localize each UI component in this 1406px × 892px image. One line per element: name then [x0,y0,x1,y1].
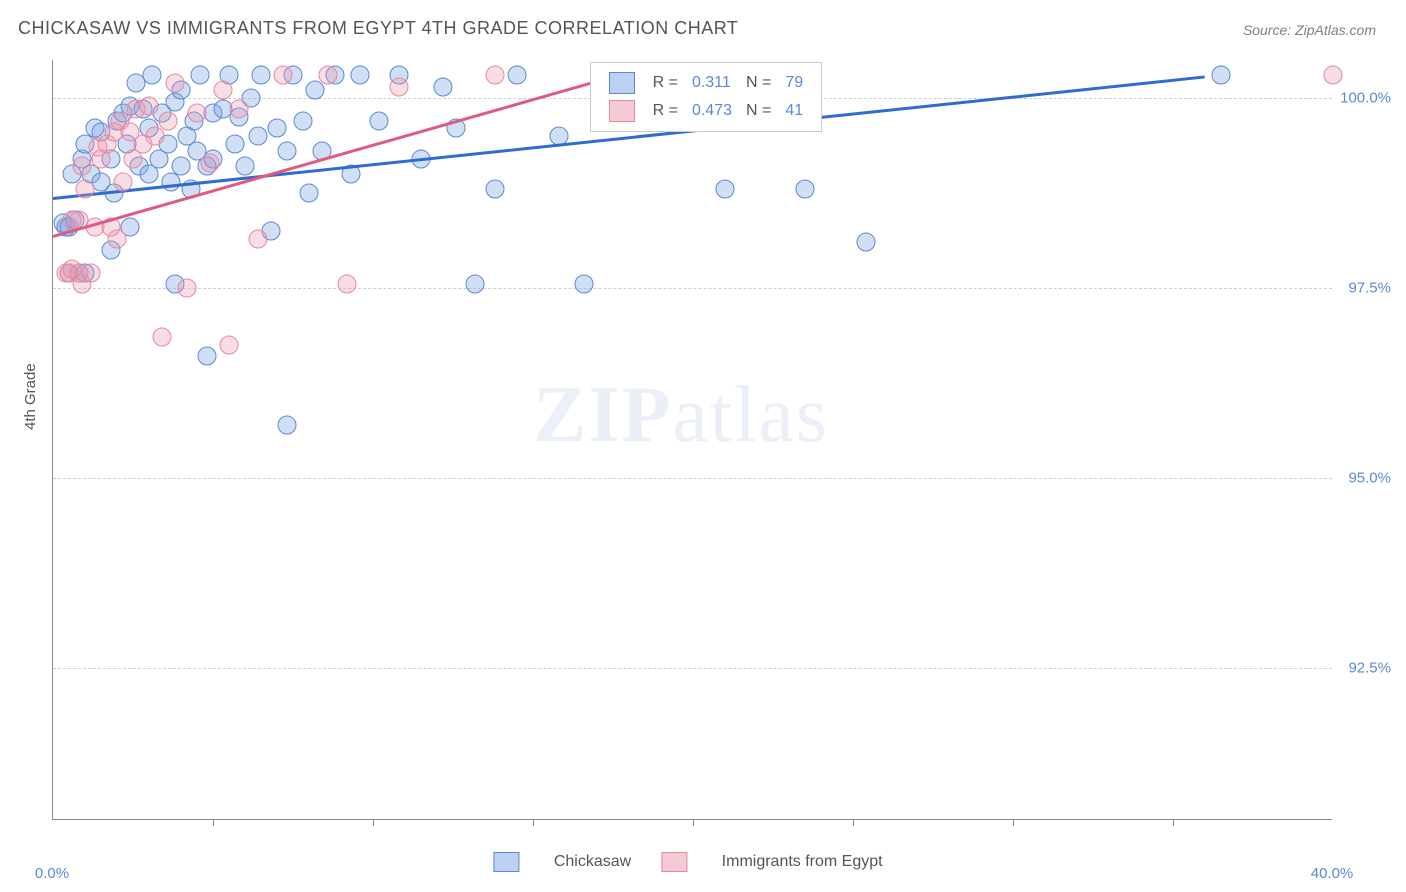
scatter-point [188,104,207,123]
gridline [53,668,1332,669]
scatter-point [140,96,159,115]
scatter-point [277,142,296,161]
scatter-point [796,180,815,199]
scatter-point [226,134,245,153]
scatter-point [389,77,408,96]
x-tick [213,819,214,826]
scatter-point [146,127,165,146]
scatter-point [508,66,527,85]
scatter-point [236,157,255,176]
scatter-point [197,347,216,366]
x-tick [1173,819,1174,826]
scatter-point [274,66,293,85]
legend-row: R =0.311N =79 [603,70,810,96]
scatter-point [178,279,197,298]
correlation-legend: R =0.311N =79R =0.473N =41 [590,62,823,132]
watermark: ZIPatlas [533,370,829,461]
scatter-point [200,153,219,172]
scatter-point [220,336,239,355]
source-attribution: Source: ZipAtlas.com [1243,22,1376,38]
scatter-point [856,233,875,252]
legend-item: Immigrants from Egypt [661,853,882,870]
scatter-point [248,127,267,146]
scatter-point [485,180,504,199]
scatter-point [108,229,127,248]
y-tick-label: 95.0% [1348,470,1391,487]
scatter-point [300,184,319,203]
y-tick-label: 92.5% [1348,660,1391,677]
scatter-point [575,275,594,294]
gridline [53,288,1332,289]
scatter-point [338,275,357,294]
x-tick [693,819,694,826]
scatter-point [143,66,162,85]
scatter-point [485,66,504,85]
scatter-point [466,275,485,294]
x-tick-label: 0.0% [35,865,69,882]
scatter-point [1324,66,1343,85]
legend-swatch [661,852,687,872]
scatter-point [319,66,338,85]
scatter-point [268,119,287,138]
scatter-point [213,81,232,100]
legend-row: R =0.473N =41 [603,98,810,124]
plot-area: ZIPatlas [52,60,1332,820]
scatter-point [159,111,178,130]
scatter-point [370,111,389,130]
gridline [53,478,1332,479]
scatter-point [229,100,248,119]
scatter-point [277,415,296,434]
scatter-point [293,111,312,130]
scatter-point [114,172,133,191]
scatter-point [248,229,267,248]
x-tick [1013,819,1014,826]
scatter-point [152,328,171,347]
scatter-point [172,157,191,176]
legend-swatch [493,852,519,872]
scatter-point [306,81,325,100]
x-tick [853,819,854,826]
series-legend: Chickasaw Immigrants from Egypt [493,852,912,872]
x-tick [373,819,374,826]
scatter-point [716,180,735,199]
scatter-point [191,66,210,85]
scatter-point [165,73,184,92]
scatter-point [351,66,370,85]
scatter-point [82,263,101,282]
y-tick-label: 97.5% [1348,280,1391,297]
legend-swatch [609,100,635,122]
x-tick-label: 40.0% [1311,865,1354,882]
scatter-point [72,157,91,176]
scatter-point [252,66,271,85]
legend-item: Chickasaw [493,853,631,870]
chart-title: CHICKASAW VS IMMIGRANTS FROM EGYPT 4TH G… [18,18,738,39]
scatter-point [1212,66,1231,85]
scatter-point [76,180,95,199]
legend-swatch [609,72,635,94]
y-axis-label: 4th Grade [22,363,39,430]
x-tick [533,819,534,826]
scatter-point [434,77,453,96]
y-tick-label: 100.0% [1340,90,1391,107]
